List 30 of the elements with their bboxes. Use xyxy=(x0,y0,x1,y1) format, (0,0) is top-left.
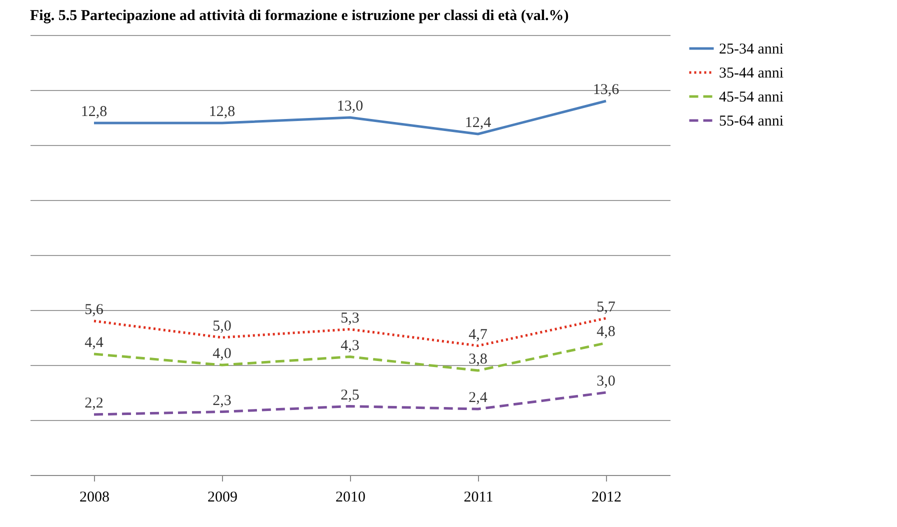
x-tick-label: 2011 xyxy=(464,490,494,506)
x-tick-label: 2009 xyxy=(208,490,238,506)
legend-label: 45-54 anni xyxy=(719,90,784,106)
data-label: 4,0 xyxy=(212,346,232,362)
data-label: 2,3 xyxy=(212,392,232,409)
data-label: 12,8 xyxy=(80,104,108,120)
data-label: 5,7 xyxy=(596,299,616,316)
data-label: 2,2 xyxy=(84,396,104,412)
data-label: 5,6 xyxy=(84,302,104,318)
data-label: 13,0 xyxy=(336,98,364,114)
x-tick-label: 2012 xyxy=(592,490,622,506)
chart-title: Fig. 5.5 Partecipazione ad attività di formazione e istruzione per classi di età (val.%) xyxy=(30,8,569,24)
data-label: 3,0 xyxy=(596,374,616,390)
data-label: 2,5 xyxy=(340,387,360,404)
data-label: 12,4 xyxy=(464,115,492,131)
data-label: 13,6 xyxy=(592,82,620,98)
data-label: 4,3 xyxy=(340,338,360,354)
data-label: 4,7 xyxy=(468,326,488,343)
legend-label: 35-44 anni xyxy=(719,66,784,82)
legend-label: 55-64 anni xyxy=(719,114,784,130)
data-label: 4,8 xyxy=(596,324,616,340)
data-label: 3,8 xyxy=(468,352,488,368)
legend-label: 25-34 anni xyxy=(719,42,784,58)
x-tick-label: 2010 xyxy=(336,490,366,506)
data-label: 4,4 xyxy=(84,335,104,351)
data-label: 5,3 xyxy=(340,310,360,326)
data-label: 2,4 xyxy=(468,390,488,406)
data-label: 12,8 xyxy=(208,104,236,120)
data-label: 5,0 xyxy=(212,318,232,334)
x-tick-label: 2008 xyxy=(80,490,110,506)
